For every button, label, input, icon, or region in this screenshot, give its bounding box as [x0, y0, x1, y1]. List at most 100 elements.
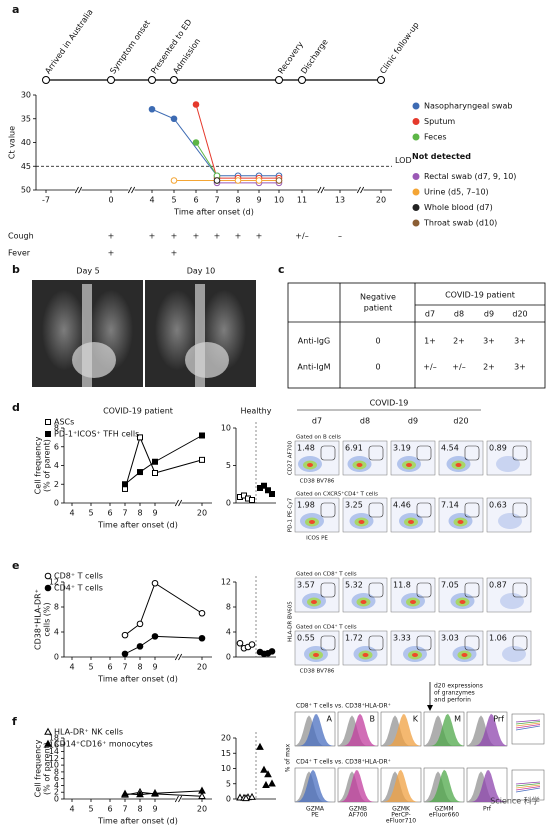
marker: [261, 482, 267, 489]
flow-x-label: ICOS PE: [306, 536, 328, 542]
flow-value: 3.33: [393, 634, 411, 643]
marker: [198, 786, 206, 794]
y-tick-label: 0: [226, 795, 231, 804]
y-axis-label: cells (%): [43, 602, 52, 636]
x-tick-label: 4: [69, 663, 74, 672]
flow-plot: [486, 440, 532, 476]
axis-break: [320, 186, 325, 194]
marker: [262, 780, 270, 788]
marker: [152, 458, 158, 465]
flow-density: [313, 653, 319, 657]
axis-gap: [175, 655, 182, 659]
axis-break: [317, 186, 322, 194]
xray-label: Day 10: [187, 267, 216, 276]
flow-value: 3.03: [441, 634, 459, 643]
flow-gate-box: [512, 635, 528, 651]
flow-density: [498, 513, 522, 529]
flow-gate-box: [464, 502, 480, 518]
symptom-mark: +: [193, 232, 200, 241]
timeline-event: [148, 76, 156, 84]
table-header: d8: [454, 310, 464, 319]
hist-note: of granzymes: [434, 690, 475, 697]
xray-label: Day 5: [76, 267, 99, 276]
marker: [265, 487, 271, 494]
series-line: [124, 582, 203, 636]
flow-value: 4.54: [441, 444, 459, 453]
hist-x-label: AF700: [348, 812, 367, 819]
symptom-mark: +: [108, 232, 115, 241]
flow-x-label: CD38 BV786: [300, 479, 335, 485]
x-axis-label: Time after onset (d): [97, 675, 178, 684]
flow-value: 0.63: [489, 501, 507, 510]
y-tick-label: 8: [54, 603, 59, 612]
flow-plot: [486, 577, 532, 613]
flow-column: d9: [408, 417, 418, 426]
legend-label: CD14⁺CD16⁺ monocytes: [54, 740, 153, 749]
marker: [264, 770, 272, 778]
x-axis-label: Time after onset (d): [173, 208, 254, 217]
x-tick-label: 20: [197, 805, 207, 814]
flow-gate-box: [416, 445, 432, 461]
y-axis-label: (% of parent): [43, 439, 52, 492]
mini-profile: [515, 781, 541, 785]
hist-sample: [381, 769, 421, 802]
marker: [260, 765, 268, 773]
x-axis-label: Time after onset (d): [97, 521, 178, 530]
xray-heart: [72, 342, 116, 378]
marker: [268, 779, 276, 787]
panel-letter: a: [12, 3, 19, 16]
mini-profile: [515, 721, 541, 725]
y-tick-label: 12: [49, 754, 59, 763]
flow-density: [362, 653, 369, 657]
timeline-event: [275, 76, 283, 84]
y-tick-label: 8: [226, 603, 231, 612]
x-tick-label: 20: [376, 196, 386, 205]
flow-value: 0.87: [489, 581, 507, 590]
legend-swatch: [44, 739, 52, 747]
legend-swatch: [412, 173, 420, 180]
symptom-mark: +: [108, 249, 115, 258]
hist-sample: [467, 713, 507, 746]
timeline-label: Symptom onset: [108, 19, 152, 76]
flow-gate: Gated on B cells: [296, 435, 341, 441]
mini-frame: [511, 713, 545, 745]
symptom-mark: +/–: [295, 232, 308, 241]
hist-x-label: eFluor710: [386, 818, 416, 825]
y-tick-label: 40: [21, 138, 31, 147]
legend-swatch: [412, 188, 420, 196]
axis-break: [360, 186, 365, 194]
legend-swatch: [44, 727, 52, 735]
hist-letter: B: [370, 715, 376, 724]
y-tick-label: 0: [54, 795, 59, 804]
marker: [199, 456, 205, 463]
flow-y-label: CD27 AF700: [288, 440, 294, 475]
watermark: Science 科学: [490, 796, 540, 806]
flow-value: 1.48: [297, 444, 315, 453]
x-tick-label: 7: [122, 663, 127, 672]
axis-break: [127, 186, 132, 194]
table-header: patient: [364, 304, 392, 313]
symptom-mark: +: [214, 232, 221, 241]
flow-title: COVID-19: [370, 399, 409, 408]
flow-gate: Gated on CXCR5⁺CD4⁺ T cells: [296, 491, 378, 498]
hist-letter: Prf: [493, 715, 504, 724]
legend-label: HLA-DR⁺ NK cells: [54, 728, 123, 737]
axis-break: [174, 653, 179, 661]
y-tick-label: 8: [54, 424, 59, 433]
x-tick-label: 5: [88, 805, 93, 814]
legend-swatch: [412, 133, 420, 141]
legend-heading: Not detected: [412, 152, 471, 161]
hist-reference: [381, 771, 421, 802]
legend-swatch: [412, 102, 420, 110]
flow-column: d8: [360, 417, 370, 426]
y-tick-label: 4: [54, 781, 59, 790]
flow-y-label: PD-1 PE-Cy7: [288, 497, 294, 532]
x-tick-label: 11: [297, 196, 307, 205]
flow-value: 3.19: [393, 444, 411, 453]
flow-gate-box: [416, 502, 432, 518]
axis-break: [131, 186, 136, 194]
axis-break: [74, 186, 79, 194]
axis-break: [356, 186, 361, 194]
series-line: [124, 635, 203, 655]
